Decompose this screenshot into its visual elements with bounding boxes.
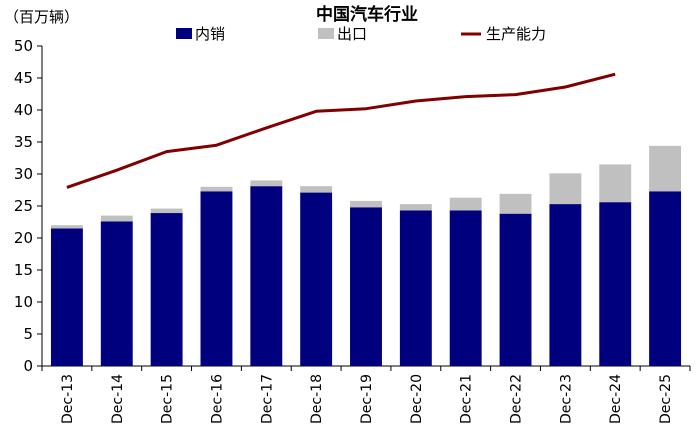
bar-export (499, 193, 532, 214)
x-tick-label: Dec-23 (558, 374, 574, 424)
y-axis: 0 5 10 15 20 25 30 35 40 45 50 (14, 37, 43, 375)
bar-series (50, 145, 682, 366)
x-tick-label: Dec-20 (409, 374, 425, 424)
bar-domestic (300, 192, 333, 366)
y-tick-label: 15 (14, 261, 33, 279)
bar-domestic (350, 207, 382, 366)
x-tick-label: Dec-22 (509, 374, 525, 424)
capacity-line (66, 72, 616, 189)
bar-export (399, 204, 432, 211)
y-tick-label: 25 (14, 197, 33, 215)
x-tick-label: Dec-21 (459, 374, 475, 424)
bar-export (649, 145, 682, 192)
bar-export (100, 215, 133, 222)
bar-export (250, 180, 283, 187)
y-axis-unit-label: （百万辆） (4, 8, 79, 26)
x-tick-label: Dec-25 (658, 374, 674, 424)
legend: 内销 出口 生产能力 (176, 25, 546, 43)
bar-export (50, 225, 83, 229)
bar-domestic (499, 213, 532, 366)
legend-label-export: 出口 (337, 25, 367, 43)
bar-export (200, 186, 233, 192)
bar-domestic (649, 191, 682, 366)
y-tick-label: 30 (14, 165, 33, 183)
y-tick-label: 45 (14, 69, 33, 87)
y-tick-label: 5 (23, 325, 33, 343)
bar-export (599, 164, 632, 203)
y-tick-label: 10 (14, 293, 33, 311)
y-tick-label: 50 (14, 37, 33, 55)
bar-export (549, 173, 582, 205)
x-tick-label: Dec-18 (309, 374, 325, 424)
x-tick-label: Dec-13 (60, 374, 76, 424)
x-axis: Dec-13 Dec-14 Dec-15 Dec-16 Dec-17 Dec-18 Dec-… (41, 365, 691, 424)
legend-swatch-domestic (176, 28, 192, 39)
bar-domestic (50, 228, 83, 366)
bar-export (449, 197, 482, 211)
bar-domestic (449, 210, 482, 366)
x-tick-label: Dec-19 (359, 374, 375, 424)
x-tick-label: Dec-14 (110, 374, 126, 424)
bar-domestic (399, 210, 432, 366)
bar-export (150, 208, 183, 214)
legend-swatch-export (318, 28, 334, 39)
y-tick-label: 40 (14, 101, 33, 119)
bar-domestic (250, 186, 283, 366)
bar-domestic (150, 213, 183, 366)
y-tick-label: 35 (14, 133, 33, 151)
bar-export (350, 200, 382, 208)
bar-domestic (549, 204, 582, 366)
chart-title: 中国汽车行业 (316, 4, 418, 25)
x-tick-label: Dec-15 (160, 374, 176, 424)
x-tick-label: Dec-24 (608, 374, 624, 424)
x-tick-label: Dec-16 (209, 374, 225, 424)
y-tick-label: 20 (14, 229, 33, 247)
bar-domestic (599, 202, 632, 366)
x-tick-label: Dec-17 (259, 374, 275, 424)
y-tick-label: 0 (23, 357, 33, 375)
bar-export (300, 186, 333, 193)
legend-label-domestic: 内销 (195, 25, 225, 43)
capacity-line-series (66, 72, 616, 189)
bar-domestic (200, 191, 233, 366)
bar-domestic (100, 221, 133, 366)
legend-label-capacity: 生产能力 (486, 25, 546, 43)
